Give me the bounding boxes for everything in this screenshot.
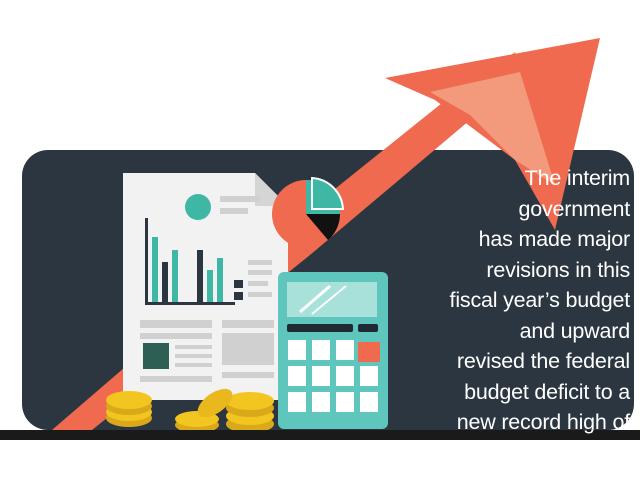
bar-chart-icon xyxy=(145,218,235,305)
ground-line xyxy=(0,430,640,440)
caption-line-5: fiscal year’s budget xyxy=(449,288,631,312)
document-image-block xyxy=(143,343,169,369)
coin-stack-icon xyxy=(106,388,274,433)
upward-trend-arrow-icon xyxy=(290,38,600,255)
caption-line-2: government xyxy=(518,196,630,221)
caption-line-8: budget deficit to a xyxy=(464,379,630,404)
calculator-icon xyxy=(278,272,388,429)
calculator-red-key xyxy=(358,342,380,362)
headline-caption: The interim government has made major re… xyxy=(400,163,631,468)
caption-line-1: The interim xyxy=(524,166,631,190)
caption-line-3: has made major xyxy=(478,227,631,251)
document-teal-dot xyxy=(185,194,211,220)
document-icon xyxy=(123,173,288,400)
caption-line-6: and upward xyxy=(519,318,631,343)
caption-line-10: Rs8.54 trillion xyxy=(502,440,630,465)
caption-line-4: revisions in this xyxy=(486,257,630,282)
pie-chart-icon xyxy=(272,176,345,248)
caption-line-9: new record high of xyxy=(456,410,630,434)
caption-line-7: revised the federal xyxy=(456,349,630,373)
